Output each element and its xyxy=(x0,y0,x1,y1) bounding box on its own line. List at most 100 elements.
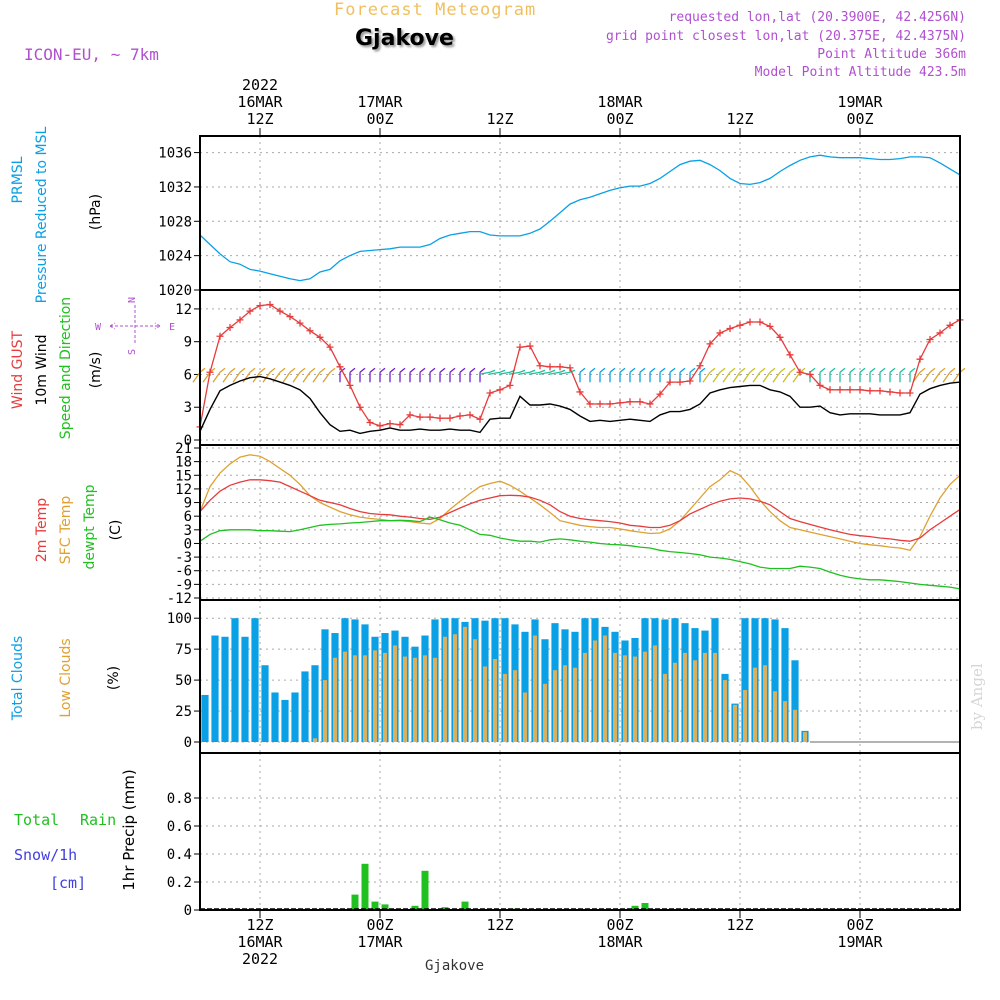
ytick-label: 0 xyxy=(184,536,192,552)
total-cloud-bar xyxy=(311,665,319,742)
wind-barb-flag xyxy=(789,367,796,373)
rain-bar xyxy=(381,904,389,910)
xtick-label-top: 00Z xyxy=(366,110,393,128)
low-cloud-bar xyxy=(713,652,717,742)
wind-barb xyxy=(752,371,761,383)
low-cloud-bar xyxy=(563,665,567,742)
low-cloud-bar xyxy=(773,691,777,742)
wind-barb-flag xyxy=(429,367,436,373)
gust-point xyxy=(276,307,284,315)
wind-barb-flag xyxy=(319,367,326,373)
wind-barb-flag xyxy=(309,367,316,373)
low-cloud-bar xyxy=(683,652,687,742)
gust-point xyxy=(686,377,694,385)
wind-barb-flag xyxy=(809,367,816,373)
compass-west: W xyxy=(95,322,102,333)
xtick-label-bottom: 18MAR xyxy=(597,933,643,951)
low-cloud-bar xyxy=(543,683,547,742)
ytick-label: 75 xyxy=(175,642,192,658)
wind-barb-flag xyxy=(869,367,876,373)
wind-barb-flag xyxy=(419,367,426,373)
wind-barb-flag xyxy=(269,367,276,373)
wind-barb xyxy=(762,371,771,383)
gust-point xyxy=(596,400,604,408)
wind-barb xyxy=(942,371,951,383)
xtick-label-top: 2022 xyxy=(242,76,278,94)
low-cloud-bar xyxy=(743,690,747,742)
wind-barb-flag xyxy=(849,367,856,373)
wind-barb xyxy=(742,371,751,383)
wind-barb-flag xyxy=(259,367,266,373)
wind-barb xyxy=(952,371,961,383)
low-cloud-bar xyxy=(403,656,407,742)
gust-point xyxy=(666,378,674,386)
low-cloud-bar xyxy=(733,704,737,742)
xtick-label-top: 19MAR xyxy=(837,93,883,111)
wind-barb-flag xyxy=(549,369,556,373)
wind-barb-flag xyxy=(589,367,596,373)
ytick-label: 0.8 xyxy=(167,791,192,807)
total-cloud-bar xyxy=(791,660,799,742)
gust-point xyxy=(566,364,574,372)
xtick-label-bottom: 12Z xyxy=(726,916,753,934)
low-cloud-bar xyxy=(653,645,657,742)
rain-bar xyxy=(631,905,639,910)
location-title: Gjakove xyxy=(355,26,454,51)
low-cloud-bar xyxy=(383,652,387,742)
wind-speed-series xyxy=(199,375,961,435)
ytick-label: 3 xyxy=(184,400,192,416)
wind-barb xyxy=(538,371,551,375)
wind-barb xyxy=(312,371,321,383)
wind-barb-flag xyxy=(669,367,676,373)
wind-barb-flag xyxy=(629,367,636,373)
rain-bar xyxy=(351,894,359,910)
wind-barb xyxy=(282,371,291,383)
gust-point xyxy=(846,386,854,394)
compass-rose xyxy=(109,305,161,345)
low-cloud-bar xyxy=(483,666,487,742)
ytick-label: -12 xyxy=(167,591,192,607)
gust-point xyxy=(426,413,434,421)
wind-barb xyxy=(292,371,301,383)
wind-barb-flag xyxy=(749,367,756,373)
gust-point xyxy=(376,422,384,430)
wind-dir-label: Speed and Direction xyxy=(58,297,74,439)
low-cloud-bar xyxy=(523,692,527,742)
wind-barb-flag xyxy=(879,367,886,373)
gust-point xyxy=(796,368,804,376)
total-cloud-bar xyxy=(281,699,289,742)
ytick-label: -9 xyxy=(175,577,192,593)
xtick-label-top: 00Z xyxy=(846,110,873,128)
wind-barb-flag xyxy=(569,369,576,373)
xtick-label-bottom: 00Z xyxy=(606,916,633,934)
low-cloud-bar xyxy=(793,709,797,742)
ytick-label: 0 xyxy=(184,903,192,919)
xtick-label-top: 16MAR xyxy=(237,93,283,111)
gust-point xyxy=(606,400,614,408)
wind-barb-flag xyxy=(229,367,236,373)
wind-barb xyxy=(222,371,231,383)
rain-bar xyxy=(361,863,369,910)
low-cloud-bar xyxy=(343,651,347,742)
wind-barb-flag xyxy=(919,367,926,373)
wind-barb-flag xyxy=(899,367,906,373)
wind-barb-flag xyxy=(499,369,506,373)
total-cloud-bar xyxy=(241,636,249,742)
wind-barb-flag xyxy=(439,367,446,373)
gust-point xyxy=(206,368,214,376)
ytick-label: 0.2 xyxy=(167,875,192,891)
ytick-label: 12 xyxy=(175,482,192,498)
total-cloud-bar xyxy=(261,665,269,742)
precip-unit: 1hr Precip (mm) xyxy=(120,769,138,890)
wind-barb-flag xyxy=(559,369,566,373)
wind-barb-flag xyxy=(529,369,536,373)
wind-barb-flag xyxy=(619,367,626,373)
total-cloud-bar xyxy=(521,631,529,742)
total-cloud-bar xyxy=(221,636,229,742)
wind-barb-flag xyxy=(779,367,786,373)
low-clouds-label: Low Clouds xyxy=(58,638,74,717)
gust-point xyxy=(536,362,544,370)
wind-barb-flag xyxy=(949,367,956,373)
gust-point xyxy=(706,340,714,348)
ytick-label: 100 xyxy=(167,611,192,627)
